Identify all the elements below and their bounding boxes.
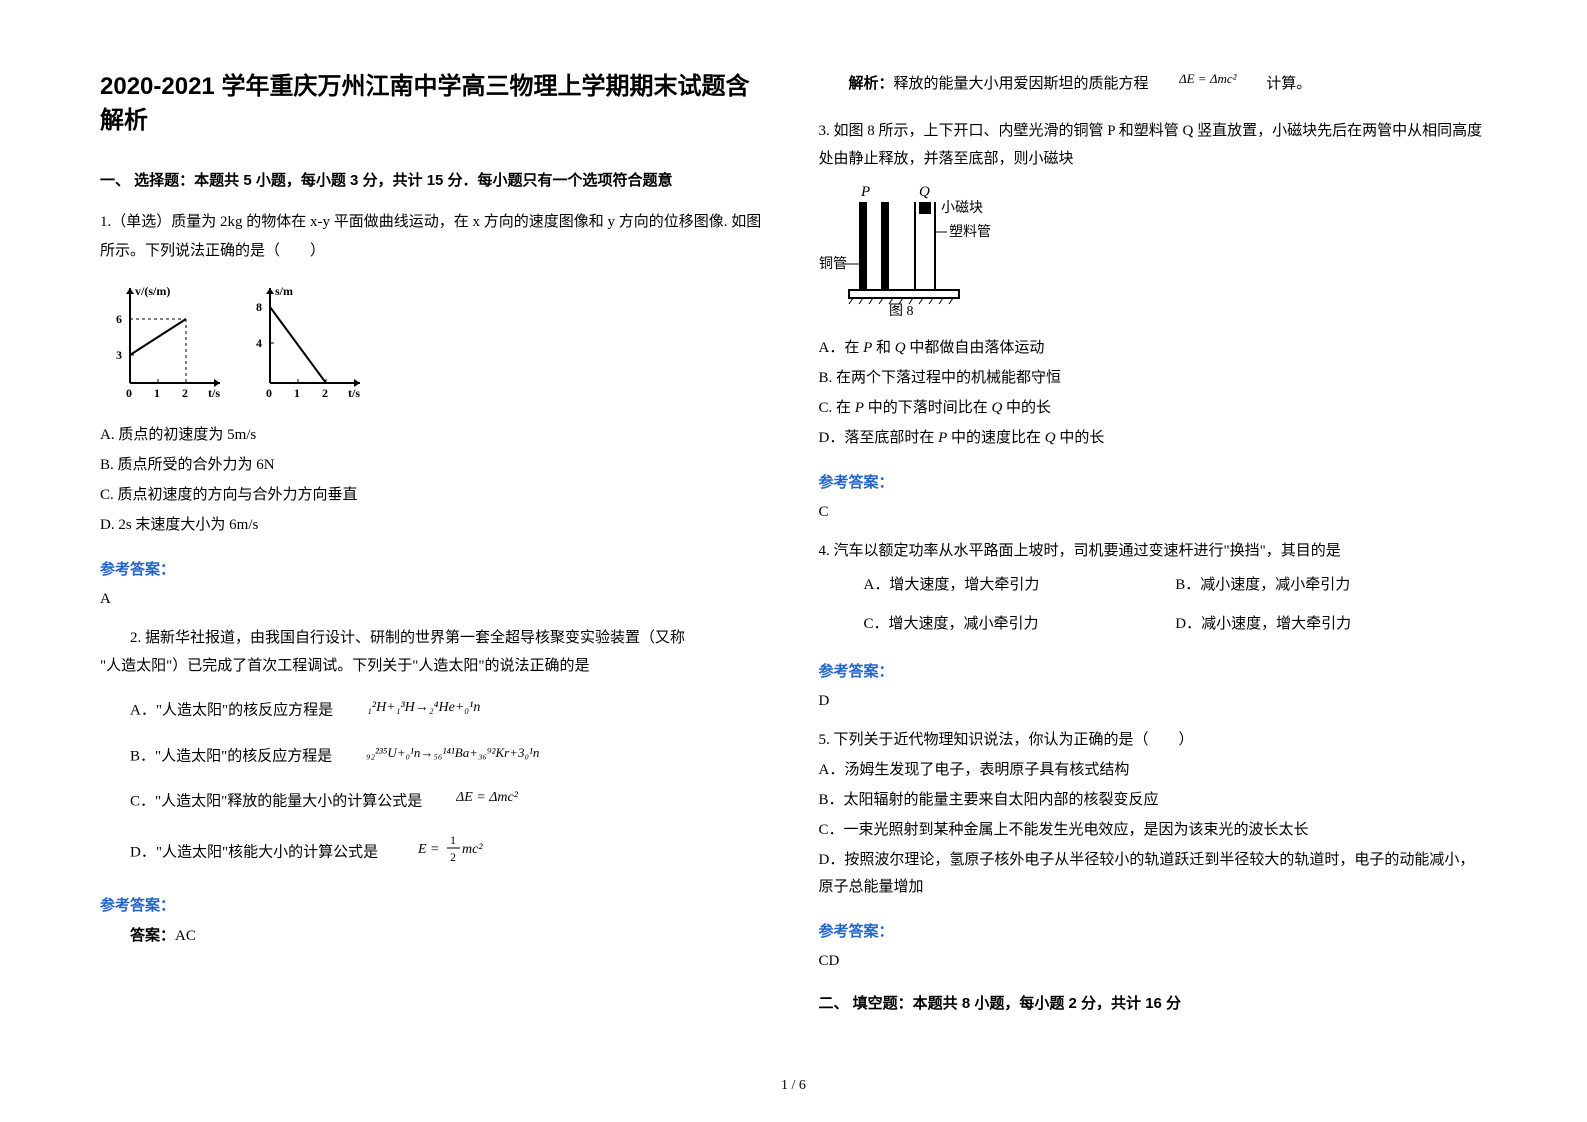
q2-expl-a: 释放的能量大小用爱因斯坦的质能方程 [894,76,1149,92]
svg-text:2: 2 [450,850,456,864]
q2-stem-a: 2. 据新华社报道，由我国自行设计、研制的世界第一套全超导核聚变实验装置（又称 [100,624,769,653]
q2-answer-val: AC [175,928,196,944]
q3-label-Q: Q [919,184,930,200]
q1-optC: C. 质点初速度的方向与合外力方向垂直 [100,482,769,509]
q3-diagram: P Q 小磁块 塑料管 铜管 图 8 [819,182,1488,328]
section2-heading: 二、 填空题：本题共 8 小题，每小题 2 分，共计 16 分 [819,992,1488,1013]
tick: 4 [256,336,262,350]
tick: 1 [294,386,300,400]
tick: 1 [154,386,160,400]
q2-optA-pre: A．"人造太阳"的核反应方程是 [130,702,333,718]
q1-optA: A. 质点的初速度为 5m/s [100,422,769,449]
q2-answer-key: 答案： [130,927,175,944]
q4-optC: C．增大速度，减小牵引力 [864,611,1176,638]
section1-heading: 一、 选择题：本题共 5 小题，每小题 3 分，共计 15 分．每小题只有一个选… [100,169,769,190]
q1-stem: 1.（单选）质量为 2kg 的物体在 x-y 平面做曲线运动，在 x 方向的速度… [100,208,769,265]
q3-label-P: P [860,184,870,200]
q5-optD: D．按照波尔理论，氢原子核外电子从半径较小的轨道跃迁到半径较大的轨道时，电子的动… [819,847,1488,901]
q4-optB: B．减小速度，减小牵引力 [1175,572,1487,599]
q4-optD: D．减小速度，增大牵引力 [1175,611,1487,638]
tick: 8 [256,300,262,314]
q1-vchart-xlabel: t/s [208,386,220,400]
q3-label-fig: 图 8 [889,304,914,317]
tick: 2 [322,386,328,400]
svg-text:ΔE = Δmc²: ΔE = Δmc² [456,790,519,805]
tick: 0 [126,386,132,400]
q3-label-block: 小磁块 [941,200,983,216]
question-3: 3. 如图 8 所示，上下开口、内壁光滑的铜管 P 和塑料管 Q 竖直放置，小磁… [819,117,1488,456]
q2-optD-eq: E = 1 2 mc² [382,831,502,875]
page-number: 1 / 6 [0,1078,1587,1094]
question-2: 2. 据新华社报道，由我国自行设计、研制的世界第一套全超导核聚变实验装置（又称 … [100,624,769,878]
q1-answer: A [100,586,769,613]
q4-optA: A．增大速度，增大牵引力 [864,572,1176,599]
q3-label-copper: 铜管 [819,256,847,272]
q3-answer: C [819,499,1488,526]
q2-answer: 答案：AC [100,922,769,950]
page-title: 2020-2021 学年重庆万州江南中学高三物理上学期期末试题含解析 [100,70,769,137]
q3-optD: D．落至底部时在 P 中的速度比在 Q 中的长 [819,425,1488,452]
q1-schart-ylabel: s/m [275,284,293,298]
q2-optA: A．"人造太阳"的核反应方程是 ₁²H+₁³H→₂⁴He+₀¹n [100,695,769,727]
q1-chart-svg: v/(s/m) t/s 0 1 2 3 6 [100,273,380,403]
q3-answer-label: 参考答案： [819,471,1488,492]
q3-label-plastic: 塑料管 [949,224,991,240]
q4-stem: 4. 汽车以额定功率从水平路面上坡时，司机要通过变速杆进行"换挡"，其目的是 [819,537,1488,566]
q2-optB: B．"人造太阳"的核反应方程是 ₉₂²³⁵U+₀¹n→₅₆¹⁴¹Ba+₃₆⁹²K… [100,741,769,773]
tick: 6 [116,312,122,326]
q2-optB-eq: ₉₂²³⁵U+₀¹n→₅₆¹⁴¹Ba+₃₆⁹²Kr+3₀¹n [336,741,576,773]
q2-stem-b: "人造太阳"）已完成了首次工程调试。下列关于"人造太阳"的说法正确的是 [100,652,769,681]
svg-text:ΔE = Δmc²: ΔE = Δmc² [1179,71,1238,86]
tick: 2 [182,386,188,400]
svg-text:E =: E = [417,842,440,857]
q1-schart-xlabel: t/s [348,386,360,400]
q5-answer-label: 参考答案： [819,920,1488,941]
q3-optC: C. 在 P 中的下落时间比在 Q 中的长 [819,395,1488,422]
q2-optC-pre: C．"人造太阳"释放的能量大小的计算公式是 [130,793,422,809]
q2-optD: D．"人造太阳"核能大小的计算公式是 E = 1 2 mc² [100,831,769,875]
svg-text:mc²: mc² [462,842,483,857]
q4-answer: D [819,688,1488,715]
q4-answer-label: 参考答案： [819,660,1488,681]
tick: 0 [266,386,272,400]
q2-explanation: 解析：释放的能量大小用爱因斯坦的质能方程 ΔE = Δmc² 计算。 [819,70,1488,99]
q2-optC-eq: ΔE = Δmc² [426,787,546,817]
q5-optC: C．一束光照射到某种金属上不能发生光电效应，是因为该束光的波长太长 [819,817,1488,844]
q2-optD-pre: D．"人造太阳"核能大小的计算公式是 [130,844,378,860]
q5-optB: B．太阳辐射的能量主要来自太阳内部的核裂变反应 [819,787,1488,814]
svg-text:1: 1 [450,833,456,847]
q5-optA: A．汤姆生发现了电子，表明原子具有核式结构 [819,757,1488,784]
q2-answer-label: 参考答案： [100,894,769,915]
q3-optA: A．在 P 和 Q 中都做自由落体运动 [819,335,1488,362]
q5-stem: 5. 下列关于近代物理知识说法，你认为正确的是（ ） [819,726,1488,755]
q1-charts: v/(s/m) t/s 0 1 2 3 6 [100,273,769,414]
q2-optC: C．"人造太阳"释放的能量大小的计算公式是 ΔE = Δmc² [100,787,769,817]
q5-answer: CD [819,948,1488,975]
q2-optA-eq: ₁²H+₁³H→₂⁴He+₀¹n [337,695,517,727]
tick: 3 [116,348,122,362]
question-1: 1.（单选）质量为 2kg 的物体在 x-y 平面做曲线运动，在 x 方向的速度… [100,208,769,542]
q2-expl-b: 计算。 [1263,76,1312,92]
q1-vchart-ylabel: v/(s/m) [135,284,170,298]
question-5: 5. 下列关于近代物理知识说法，你认为正确的是（ ） A．汤姆生发现了电子，表明… [819,726,1488,905]
q3-optB: B. 在两个下落过程中的机械能都守恒 [819,365,1488,392]
svg-text:₉₂²³⁵U+₀¹n→₅₆¹⁴¹Ba+₃₆⁹²Kr+3₀¹n: ₉₂²³⁵U+₀¹n→₅₆¹⁴¹Ba+₃₆⁹²Kr+3₀¹n [366,745,539,760]
q2-expl-eq: ΔE = Δmc² [1149,70,1263,99]
q3-stem: 3. 如图 8 所示，上下开口、内壁光滑的铜管 P 和塑料管 Q 竖直放置，小磁… [819,117,1488,174]
q1-optB: B. 质点所受的合外力为 6N [100,452,769,479]
q1-optD: D. 2s 末速度大小为 6m/s [100,512,769,539]
question-4: 4. 汽车以额定功率从水平路面上坡时，司机要通过变速杆进行"换挡"，其目的是 A… [819,537,1488,644]
q2-optB-pre: B．"人造太阳"的核反应方程是 [130,748,336,764]
q2-expl-key: 解析： [849,75,894,92]
q1-answer-label: 参考答案： [100,558,769,579]
svg-text:₁²H+₁³H→₂⁴He+₀¹n: ₁²H+₁³H→₂⁴He+₀¹n [367,700,480,715]
